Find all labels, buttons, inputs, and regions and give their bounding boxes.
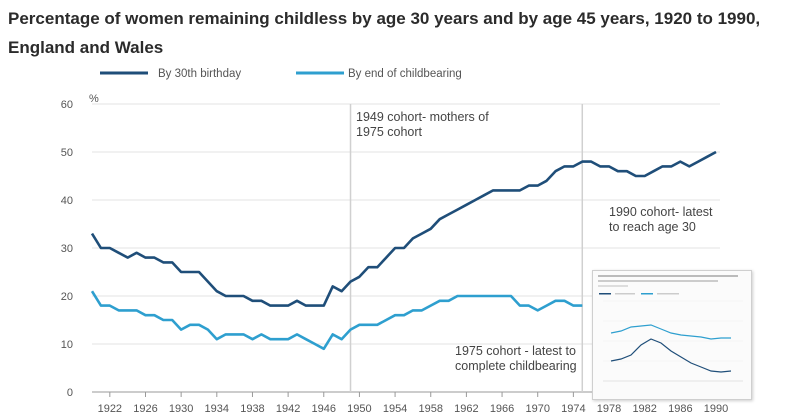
x-tick-label: 1934 [205, 403, 229, 415]
y-tick-label: 40 [61, 195, 73, 207]
x-tick-label: 1954 [383, 403, 407, 415]
x-tick-label: 1926 [133, 403, 157, 415]
x-tick-label: 1966 [490, 403, 514, 415]
annotation-text: 1990 cohort- latest [609, 205, 713, 219]
x-tick-label: 1962 [454, 403, 478, 415]
x-tick-label: 1938 [240, 403, 264, 415]
x-tick-label: 1978 [597, 403, 621, 415]
x-tick-label: 1986 [668, 403, 692, 415]
x-tick-label: 1942 [276, 403, 300, 415]
x-tick-label: 1970 [525, 403, 549, 415]
y-axis-unit-label: % [89, 93, 99, 105]
reference-line-label: 1975 cohort [356, 125, 423, 139]
x-tick-label: 1946 [312, 403, 336, 415]
reference-line-label: 1949 cohort- mothers of [356, 110, 489, 124]
y-tick-label: 50 [61, 147, 73, 159]
y-tick-label: 60 [61, 99, 73, 111]
y-tick-label: 0 [67, 387, 73, 399]
x-tick-label: 1982 [632, 403, 656, 415]
annotation-text: complete childbearing [455, 359, 577, 373]
inset-thumbnail-chart [592, 270, 752, 400]
chart-title: Percentage of women remaining childless … [8, 9, 761, 57]
annotation-text: to reach age 30 [609, 220, 696, 234]
x-tick-label: 1958 [419, 403, 443, 415]
x-tick-label: 1990 [704, 403, 728, 415]
y-tick-label: 30 [61, 243, 73, 255]
x-tick-label: 1930 [169, 403, 193, 415]
annotation-text: 1975 cohort - latest to [455, 344, 576, 358]
x-tick-label: 1974 [561, 403, 585, 415]
series-line-by-end-of-childbearing [90, 290, 583, 351]
x-tick-label: 1950 [347, 403, 371, 415]
y-tick-label: 20 [61, 291, 73, 303]
legend-label: By 30th birthday [158, 68, 241, 80]
legend-label: By end of childbearing [348, 68, 462, 80]
series-line-by-30th-birthday [90, 150, 717, 307]
y-tick-label: 10 [61, 339, 73, 351]
x-tick-label: 1922 [98, 403, 122, 415]
